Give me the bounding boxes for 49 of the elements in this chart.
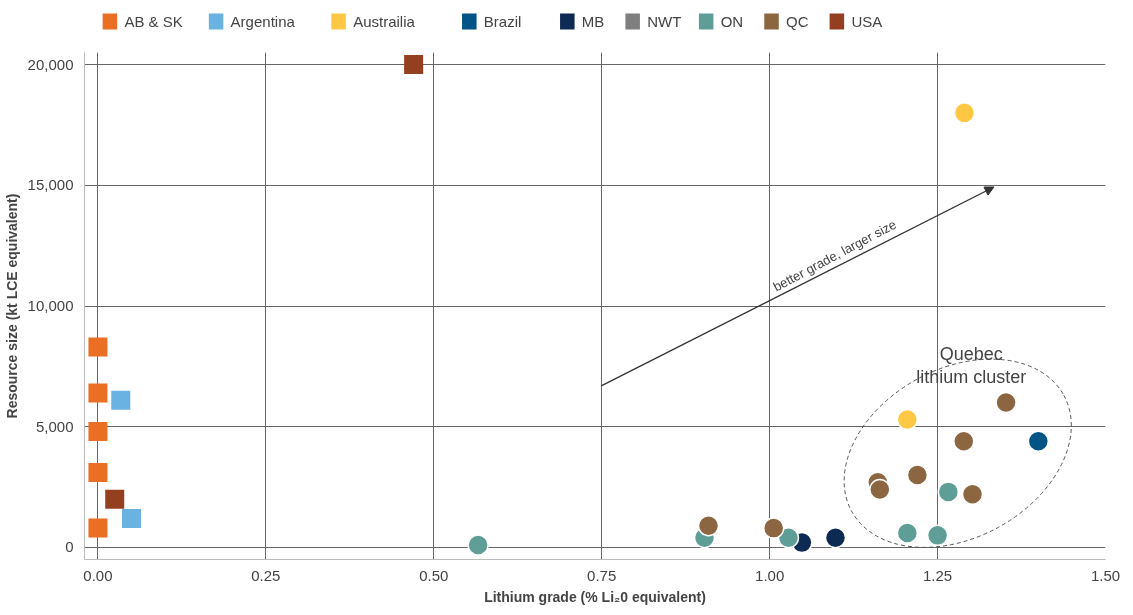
point: [824, 527, 847, 549]
point: [88, 337, 108, 357]
point: [1027, 430, 1050, 452]
legend-label: USA: [851, 13, 883, 30]
point: [953, 102, 976, 124]
legend-label: ON: [720, 13, 744, 30]
annotation: better grade, larger size: [770, 216, 899, 295]
point: [467, 534, 489, 556]
point: [777, 527, 800, 549]
point: [896, 408, 919, 431]
point: [995, 391, 1017, 414]
legend-label: NWT: [647, 13, 682, 30]
y-tick-label: 0: [65, 538, 74, 556]
y-tick-label: 5,000: [35, 417, 74, 435]
x-tick-label: 0.75: [587, 566, 617, 584]
x-tick-label: 0.50: [419, 566, 449, 584]
x-tick-label: 1.25: [922, 566, 953, 584]
point: [869, 478, 891, 501]
y-tick-label: 20,000: [27, 55, 74, 73]
point: [88, 518, 108, 538]
legend-label: AB & SK: [124, 13, 183, 30]
point: [762, 517, 785, 539]
point: [105, 489, 125, 509]
x-tick-label: 1.50: [1090, 566, 1121, 584]
point: [122, 508, 142, 528]
point: [953, 430, 975, 452]
point: [88, 463, 108, 483]
legend-label: Brazil: [483, 13, 522, 30]
x-axis-title: Lithium grade (% Li₂0 equivalent): [484, 588, 706, 605]
legend-label: QC: [786, 13, 809, 30]
x-tick-label: 1.00: [755, 566, 785, 584]
point: [937, 481, 960, 503]
point: [404, 55, 424, 75]
x-tick-label: 0.25: [251, 566, 281, 584]
point: [896, 522, 919, 544]
y-tick-label: 10,000: [27, 297, 74, 314]
point: [111, 390, 131, 410]
legend-label: Argentina: [230, 13, 296, 30]
point: [88, 383, 108, 403]
point: [88, 422, 108, 442]
x-tick-label: 0.00: [83, 566, 113, 584]
point: [961, 483, 984, 506]
point: [906, 464, 929, 486]
y-axis-title: Resource size (kt LCE equivalent): [3, 193, 20, 419]
legend-label: MB: [581, 13, 605, 30]
point: [926, 524, 949, 547]
y-tick-label: 15,000: [27, 176, 74, 194]
legend-label: Austrailia: [353, 13, 416, 30]
point: [697, 514, 720, 537]
